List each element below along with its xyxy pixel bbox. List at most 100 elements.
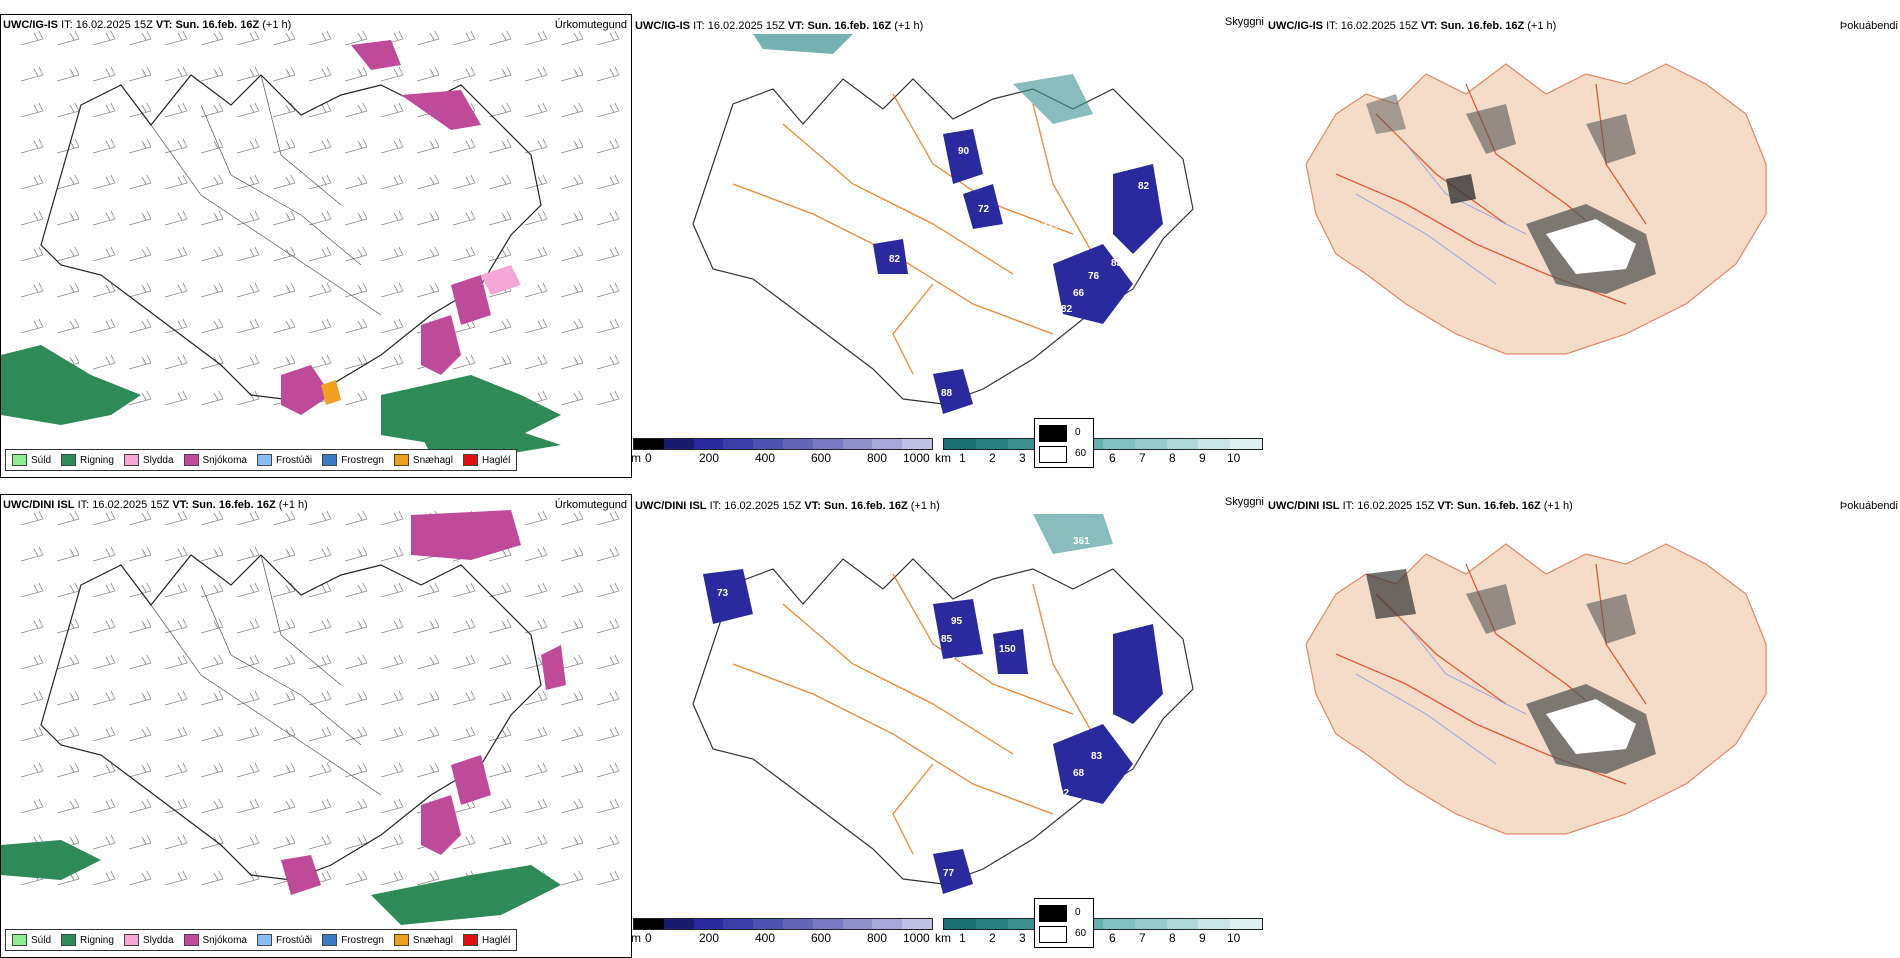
wind-barb-icon xyxy=(200,834,224,850)
wind-barb-icon xyxy=(236,546,260,562)
wind-barb-icon xyxy=(560,390,584,406)
legend-swatch xyxy=(322,454,338,466)
wind-barb-icon xyxy=(128,582,152,598)
wind-barb-icon xyxy=(128,282,152,298)
colorbar-swatch xyxy=(1102,919,1135,929)
panel-header: UWC/IG-IS IT: 16.02.2025 15Z VT: Sun. 16… xyxy=(635,20,924,32)
wind-barb-icon xyxy=(344,618,368,634)
wind-barb-icon xyxy=(380,102,404,118)
wind-barb-icon xyxy=(164,66,188,82)
wind-barb-icon xyxy=(344,762,368,778)
colorbar-swatch xyxy=(1166,439,1199,449)
wind-barb-icon xyxy=(380,546,404,562)
legend-item: Haglél xyxy=(462,454,510,466)
wind-barb-icon xyxy=(236,354,260,370)
wind-barb-icon xyxy=(596,762,620,778)
wind-barb-icon xyxy=(560,210,584,226)
wind-barb-icon xyxy=(416,30,440,46)
wind-barb-icon xyxy=(416,282,440,298)
wind-barb-icon xyxy=(344,726,368,742)
wind-barb-icon xyxy=(308,798,332,814)
vis-value-label: 76 xyxy=(1088,271,1100,282)
wind-barb-icon xyxy=(56,246,80,262)
wind-barb-icon xyxy=(452,246,476,262)
wind-barb-icon xyxy=(236,690,260,706)
colorbar-swatch xyxy=(902,439,932,449)
wind-barb-icon xyxy=(200,138,224,154)
wind-barb-icon xyxy=(236,390,260,406)
precip-legend: Súld Rigning Slydda Snjókoma Frostúði Fr… xyxy=(5,929,518,951)
wind-barb-icon xyxy=(164,174,188,190)
wind-barb-icon xyxy=(488,138,512,154)
vis-value-label: 92 xyxy=(1058,788,1070,799)
wind-barb-icon xyxy=(380,282,404,298)
colorbar-swatch xyxy=(1007,919,1040,929)
wind-barb-icon xyxy=(596,726,620,742)
wind-barb-icon xyxy=(524,618,548,634)
wind-barb-icon xyxy=(200,726,224,742)
wind-barb-icon xyxy=(344,30,368,46)
wind-barb-icon xyxy=(596,390,620,406)
wind-barb-icon xyxy=(452,30,476,46)
wind-barb-icon xyxy=(524,354,548,370)
wind-barb-icon xyxy=(596,870,620,886)
wind-barb-icon xyxy=(200,282,224,298)
wind-barb-icon xyxy=(236,174,260,190)
colorbar-swatch xyxy=(872,919,903,929)
wind-barb-icon xyxy=(128,762,152,778)
colorbar-unit: m xyxy=(631,451,641,465)
wind-barb-icon xyxy=(92,30,116,46)
legend-item: Slydda xyxy=(123,934,174,946)
wind-barb-icon xyxy=(308,66,332,82)
wind-barb-icon xyxy=(20,282,44,298)
wind-barb-icon xyxy=(560,546,584,562)
wind-barb-icon xyxy=(236,798,260,814)
iceland-visibility-map: 90 76 83 82 88 66 82 117 82 72 xyxy=(692,34,1194,414)
wind-barb-icon xyxy=(56,654,80,670)
wind-barb-icon xyxy=(524,834,548,850)
panel-title: Þokuábendi xyxy=(1839,20,1898,32)
wind-barb-icon xyxy=(20,690,44,706)
vis-value-label: 150 xyxy=(999,644,1016,655)
wind-barb-icon xyxy=(344,174,368,190)
wind-barb-icon xyxy=(128,354,152,370)
wind-barb-icon xyxy=(524,318,548,334)
fog-legend-swatch-low xyxy=(1039,926,1067,943)
wind-barb-icon xyxy=(488,798,512,814)
wind-barb-icon xyxy=(20,582,44,598)
panel-header: UWC/IG-IS IT: 16.02.2025 15Z VT: Sun. 16… xyxy=(1268,20,1557,32)
wind-barb-icon xyxy=(416,726,440,742)
vis-value-label: 82 xyxy=(1061,304,1073,315)
vis-value-label: 361 xyxy=(1073,536,1090,547)
colorbar-swatch xyxy=(1134,919,1167,929)
wind-barb-icon xyxy=(488,582,512,598)
wind-barb-icon xyxy=(452,138,476,154)
fog-legend-box: 0 60 xyxy=(1034,418,1094,468)
wind-barb-icon xyxy=(272,282,296,298)
wind-barb-icon xyxy=(128,318,152,334)
wind-barb-icon xyxy=(92,654,116,670)
wind-barb-icon xyxy=(560,318,584,334)
wind-barb-icon xyxy=(92,246,116,262)
wind-barb-icon xyxy=(452,66,476,82)
wind-barb-icon xyxy=(596,834,620,850)
wind-barb-icon xyxy=(56,174,80,190)
row-ig-is: UWC/IG-IS IT: 16.02.2025 15Z VT: Sun. 16… xyxy=(0,0,1900,478)
wind-barb-icon xyxy=(524,798,548,814)
wind-barb-icon xyxy=(56,690,80,706)
wind-barb-icon xyxy=(452,174,476,190)
wind-barb-icon xyxy=(92,546,116,562)
wind-barb-icon xyxy=(308,762,332,778)
wind-barb-icon xyxy=(164,390,188,406)
wind-barb-icon xyxy=(416,690,440,706)
fog-legend-swatch-high xyxy=(1039,425,1067,442)
wind-barb-icon xyxy=(128,690,152,706)
legend-swatch xyxy=(462,454,478,466)
legend-item: Frostregn xyxy=(322,454,384,466)
wind-barb-icon xyxy=(308,618,332,634)
colorbar-unit: km xyxy=(935,451,951,465)
wind-barb-icon xyxy=(200,174,224,190)
wind-barb-icon xyxy=(452,654,476,670)
wind-barb-icon xyxy=(524,246,548,262)
wind-barb-icon xyxy=(272,762,296,778)
